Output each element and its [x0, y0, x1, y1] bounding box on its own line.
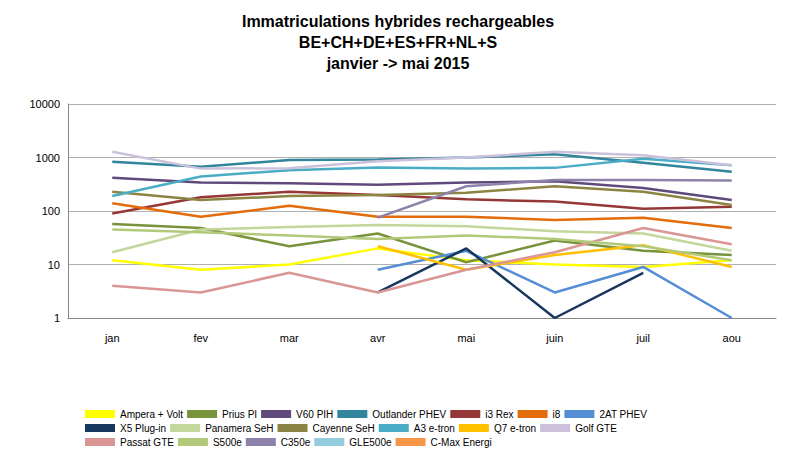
svg-text:1000: 1000 — [36, 152, 60, 164]
svg-text:juin: juin — [545, 332, 563, 344]
svg-text:Prius PI: Prius PI — [222, 409, 257, 420]
svg-text:jan: jan — [104, 332, 120, 344]
svg-text:fev: fev — [193, 332, 208, 344]
svg-text:2AT PHEV: 2AT PHEV — [599, 409, 647, 420]
svg-text:C350e: C350e — [281, 437, 311, 448]
svg-text:10000: 10000 — [29, 98, 60, 110]
svg-text:i3 Rex: i3 Rex — [485, 409, 513, 420]
svg-text:mar: mar — [280, 332, 299, 344]
svg-text:100: 100 — [42, 205, 60, 217]
svg-text:Panamera SeH: Panamera SeH — [205, 423, 273, 434]
svg-text:avr: avr — [370, 332, 386, 344]
svg-text:1: 1 — [54, 312, 60, 324]
svg-text:Passat GTE: Passat GTE — [120, 437, 174, 448]
svg-text:mai: mai — [457, 332, 475, 344]
svg-text:Cayenne SeH: Cayenne SeH — [313, 423, 375, 434]
svg-text:Outlander PHEV: Outlander PHEV — [372, 409, 446, 420]
svg-text:Golf GTE: Golf GTE — [575, 423, 617, 434]
svg-text:C-Max Energi: C-Max Energi — [431, 437, 492, 448]
svg-text:X5 Plug-in: X5 Plug-in — [120, 423, 166, 434]
svg-text:BE+CH+DE+ES+FR+NL+S: BE+CH+DE+ES+FR+NL+S — [299, 34, 498, 51]
svg-text:Immatriculations hybrides rech: Immatriculations hybrides rechargeables — [242, 13, 554, 30]
svg-text:janvier -> mai 2015: janvier -> mai 2015 — [326, 55, 470, 72]
svg-text:10: 10 — [48, 259, 60, 271]
svg-text:i8: i8 — [553, 409, 561, 420]
svg-text:A3 e-tron: A3 e-tron — [414, 423, 455, 434]
svg-text:S500e: S500e — [213, 437, 242, 448]
svg-text:juil: juil — [636, 332, 650, 344]
svg-text:GLE500e: GLE500e — [349, 437, 392, 448]
svg-text:Q7 e-tron: Q7 e-tron — [494, 423, 536, 434]
svg-text:Ampera + Volt: Ampera + Volt — [120, 409, 183, 420]
svg-text:aou: aou — [723, 332, 741, 344]
svg-text:V60 PIH: V60 PIH — [296, 409, 333, 420]
